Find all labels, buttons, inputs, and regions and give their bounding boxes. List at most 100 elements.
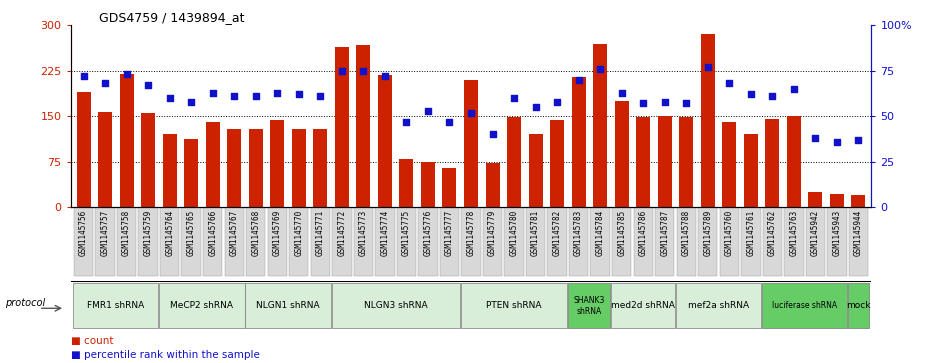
FancyBboxPatch shape [138, 208, 158, 276]
Bar [787, 116, 801, 207]
Point [356, 68, 371, 74]
Point [636, 101, 651, 106]
Text: GSM1145789: GSM1145789 [704, 210, 712, 256]
FancyBboxPatch shape [397, 208, 416, 276]
FancyBboxPatch shape [159, 283, 245, 328]
Text: GSM1145787: GSM1145787 [660, 210, 669, 256]
Bar [270, 121, 284, 207]
Point [184, 99, 199, 105]
Bar [227, 130, 241, 207]
Bar [464, 80, 478, 207]
FancyBboxPatch shape [353, 208, 373, 276]
Bar [378, 75, 392, 207]
FancyBboxPatch shape [784, 208, 804, 276]
FancyBboxPatch shape [224, 208, 244, 276]
FancyBboxPatch shape [612, 208, 631, 276]
Text: GSM1145757: GSM1145757 [101, 210, 109, 256]
FancyBboxPatch shape [462, 208, 480, 276]
Point [227, 93, 242, 99]
Bar [421, 162, 435, 207]
Text: GSM1145776: GSM1145776 [424, 210, 432, 256]
FancyBboxPatch shape [418, 208, 438, 276]
Bar [163, 134, 177, 207]
FancyBboxPatch shape [569, 208, 589, 276]
Bar [292, 130, 306, 207]
Text: GSM1145772: GSM1145772 [337, 210, 347, 256]
Point [463, 110, 479, 115]
Point [593, 66, 608, 72]
Text: GSM1145777: GSM1145777 [445, 210, 454, 256]
FancyBboxPatch shape [634, 208, 653, 276]
Bar [76, 92, 90, 207]
Bar [185, 139, 198, 207]
Text: GSM1145760: GSM1145760 [724, 210, 734, 256]
FancyBboxPatch shape [676, 208, 696, 276]
Point [485, 131, 500, 137]
Text: luciferase shRNA: luciferase shRNA [772, 301, 837, 310]
FancyBboxPatch shape [332, 283, 460, 328]
Point [743, 91, 758, 97]
Text: GSM1145761: GSM1145761 [746, 210, 755, 256]
FancyBboxPatch shape [95, 208, 115, 276]
FancyBboxPatch shape [203, 208, 222, 276]
Text: GSM1145943: GSM1145943 [833, 210, 841, 256]
Text: ■ count: ■ count [71, 336, 113, 346]
FancyBboxPatch shape [805, 208, 825, 276]
Bar [334, 46, 349, 207]
FancyBboxPatch shape [504, 208, 524, 276]
Point [787, 86, 802, 92]
FancyBboxPatch shape [568, 283, 610, 328]
Text: GSM1145770: GSM1145770 [294, 210, 303, 256]
Text: SHANK3
shRNA: SHANK3 shRNA [574, 296, 605, 315]
Bar [615, 101, 628, 207]
Point [722, 81, 737, 86]
FancyBboxPatch shape [720, 208, 739, 276]
Point [140, 82, 155, 88]
FancyBboxPatch shape [73, 208, 93, 276]
Bar [507, 117, 521, 207]
Text: GSM1145780: GSM1145780 [510, 210, 518, 256]
Point [528, 104, 544, 110]
Point [378, 73, 393, 79]
Bar [528, 134, 543, 207]
Bar [141, 113, 155, 207]
Point [76, 73, 91, 79]
FancyBboxPatch shape [763, 208, 782, 276]
Bar [852, 195, 866, 207]
Text: GSM1145785: GSM1145785 [617, 210, 626, 256]
FancyBboxPatch shape [526, 208, 545, 276]
Bar [572, 77, 586, 207]
Bar [658, 116, 672, 207]
FancyBboxPatch shape [268, 208, 287, 276]
Text: med2d shRNA: med2d shRNA [611, 301, 675, 310]
FancyBboxPatch shape [591, 208, 609, 276]
Text: MeCP2 shRNA: MeCP2 shRNA [171, 301, 234, 310]
FancyBboxPatch shape [289, 208, 308, 276]
FancyBboxPatch shape [375, 208, 395, 276]
Point [571, 77, 586, 83]
FancyBboxPatch shape [160, 208, 179, 276]
Bar [399, 159, 414, 207]
Text: GSM1145784: GSM1145784 [595, 210, 605, 256]
Bar [550, 121, 564, 207]
Text: GSM1145788: GSM1145788 [682, 210, 690, 256]
Point [313, 93, 328, 99]
FancyBboxPatch shape [827, 208, 847, 276]
Text: GSM1145774: GSM1145774 [381, 210, 389, 256]
Bar [249, 130, 263, 207]
Bar [830, 193, 844, 207]
Point [442, 119, 457, 125]
Text: GSM1145779: GSM1145779 [488, 210, 497, 256]
Text: GSM1145942: GSM1145942 [811, 210, 820, 256]
Bar [636, 117, 650, 207]
FancyBboxPatch shape [73, 283, 158, 328]
Text: NLGN1 shRNA: NLGN1 shRNA [256, 301, 320, 310]
Text: GSM1145771: GSM1145771 [316, 210, 325, 256]
Text: GSM1145773: GSM1145773 [359, 210, 368, 256]
Point [420, 108, 435, 114]
Bar [679, 117, 693, 207]
Text: GSM1145764: GSM1145764 [165, 210, 174, 256]
FancyBboxPatch shape [547, 208, 567, 276]
Point [851, 137, 866, 143]
Text: FMR1 shRNA: FMR1 shRNA [88, 301, 144, 310]
